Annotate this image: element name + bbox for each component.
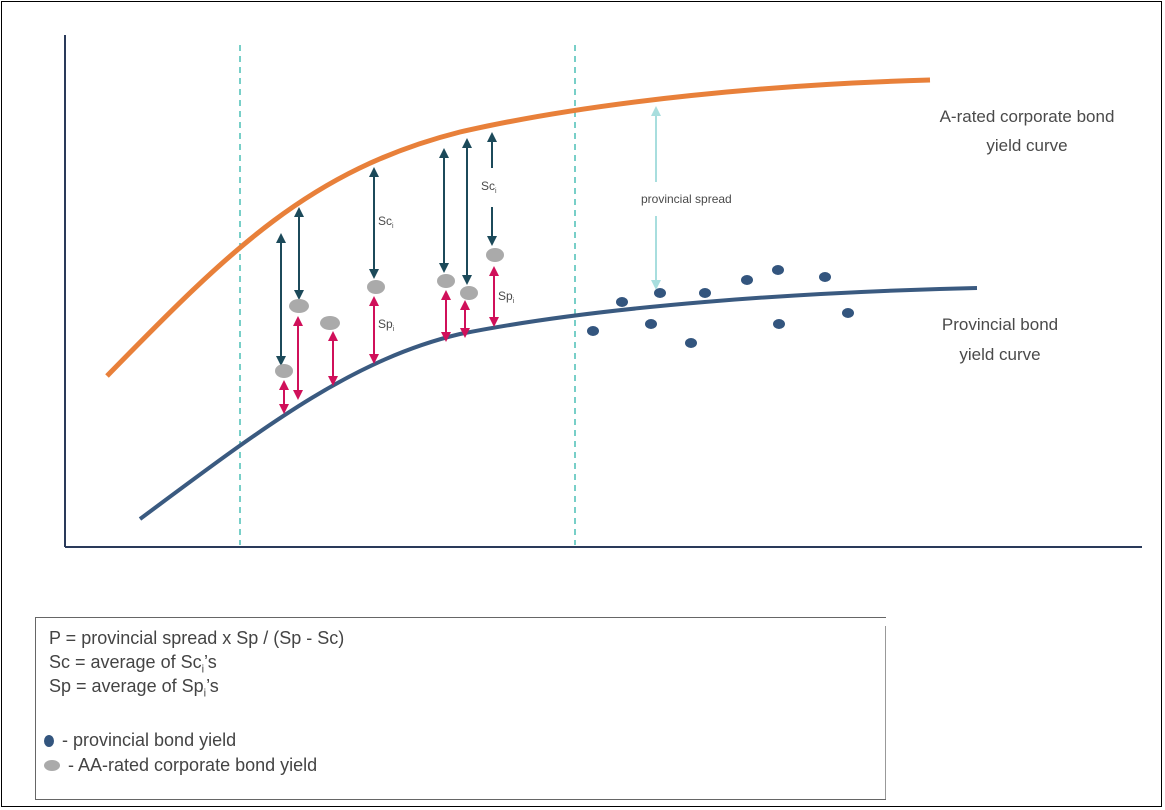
legend-border	[885, 618, 886, 799]
sp-label: Spi	[378, 317, 395, 333]
provincial-dot	[773, 319, 785, 329]
provincial-dot-icon	[44, 734, 54, 747]
provincial-curve-label-line2: yield curve	[959, 345, 1040, 364]
formula-sp-suffix: ’s	[206, 676, 219, 696]
provincial-dot	[842, 308, 854, 318]
formula-sp: Sp = average of Spi’s	[49, 676, 219, 700]
provincial-curve-label-line1: Provincial bond	[942, 315, 1058, 334]
sp-arrows	[279, 266, 499, 414]
a-rated-curve	[105, 77, 931, 378]
a-rated-curve-label-line2: yield curve	[986, 136, 1067, 155]
formula-sc: Sc = average of Sci’s	[49, 652, 217, 676]
provincial-curve	[138, 286, 978, 521]
corporate-yield-dots	[275, 248, 504, 378]
legend-corporate-label: - AA-rated corporate bond yield	[68, 755, 318, 775]
corporate-dot	[460, 286, 478, 300]
legend-item-corporate: - AA-rated corporate bond yield	[44, 755, 317, 776]
sc-label: Sci	[378, 214, 394, 230]
provincial-dot	[741, 275, 753, 285]
corporate-dot	[320, 316, 340, 330]
formula-sp-text: Sp = average of Sp	[49, 676, 204, 696]
formula-p: P = provincial spread x Sp / (Sp - Sc)	[49, 628, 345, 648]
corporate-dot	[367, 280, 385, 294]
provincial-dot	[772, 265, 784, 275]
legend-item-provincial: - provincial bond yield	[44, 730, 236, 751]
provincial-dot	[616, 297, 628, 307]
legend-border-gap	[884, 618, 886, 626]
provincial-dot	[654, 288, 666, 298]
provincial-yield-dots	[587, 265, 854, 348]
corporate-dot	[437, 274, 455, 288]
sc-label: Sci	[481, 179, 497, 195]
formula-sc-text: Sc = average of Sc	[49, 652, 202, 672]
provincial-dot	[685, 338, 697, 348]
provincial-dot	[819, 272, 831, 282]
sp-label: Spi	[498, 289, 515, 305]
legend-box: P = provincial spread x Sp / (Sp - Sc) S…	[35, 617, 886, 800]
formula-sp-subscript: i	[203, 687, 207, 700]
provincial-dot	[645, 319, 657, 329]
corporate-dot	[486, 248, 504, 262]
a-rated-curve-label-line1: A-rated corporate bond	[940, 107, 1115, 126]
formula-sc-suffix: ’s	[204, 652, 217, 672]
legend-provincial-label: - provincial bond yield	[62, 730, 237, 750]
corporate-dot-icon	[44, 760, 60, 771]
corporate-dot	[275, 364, 293, 378]
corporate-dot	[289, 299, 309, 313]
provincial-dot	[699, 288, 711, 298]
sc-arrows	[276, 132, 497, 366]
provincial-spread-label: provincial spread	[641, 192, 732, 206]
formula-sc-subscript: i	[201, 663, 205, 676]
provincial-dot	[587, 326, 599, 336]
